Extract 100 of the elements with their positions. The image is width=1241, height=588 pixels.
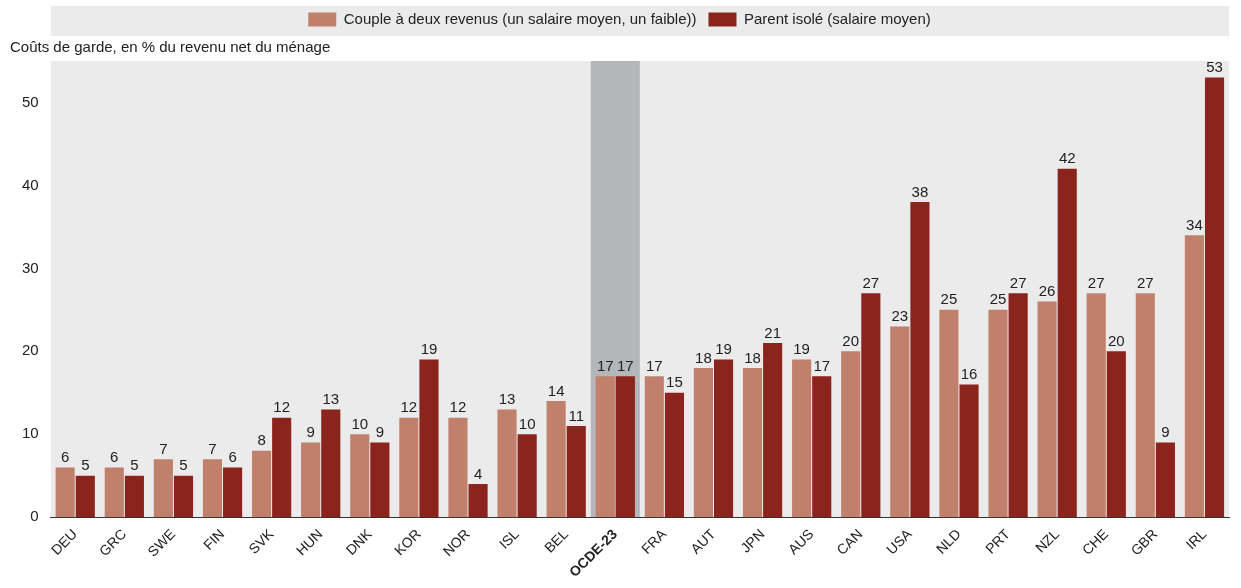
data-label: 21	[764, 323, 781, 341]
data-label: 12	[400, 398, 418, 416]
data-label: 53	[1206, 58, 1223, 76]
bar	[988, 309, 1008, 518]
data-label: 7	[159, 439, 168, 457]
y-tick-label: 30	[22, 258, 39, 276]
data-label: 15	[666, 373, 683, 391]
x-tick-label: NZL	[1031, 525, 1063, 556]
data-label: 6	[228, 448, 237, 466]
bar	[1155, 442, 1175, 518]
bar	[664, 392, 685, 518]
y-tick-label: 40	[22, 175, 39, 193]
legend-label: Parent isolé (salaire moyen)	[743, 9, 931, 27]
bar	[959, 384, 979, 518]
data-label: 9	[375, 423, 385, 441]
data-label: 19	[793, 340, 810, 358]
y-tick-label: 50	[22, 92, 39, 110]
data-label: 17	[617, 356, 634, 374]
data-label: 17	[645, 356, 663, 374]
data-label: 4	[473, 464, 483, 482]
x-tick-label: BEL	[541, 525, 572, 556]
y-tick-label: 0	[30, 507, 39, 525]
bar	[321, 409, 341, 518]
bar	[301, 442, 321, 518]
data-label: 27	[1087, 273, 1105, 291]
bar	[153, 459, 173, 518]
data-label: 8	[257, 431, 266, 449]
y-tick-label: 10	[22, 424, 39, 442]
bar	[910, 202, 930, 518]
data-label: 34	[1186, 215, 1203, 233]
bar	[595, 376, 615, 518]
bar	[644, 376, 664, 518]
bar	[497, 409, 517, 518]
bar	[202, 459, 223, 518]
bar	[399, 417, 419, 518]
bar	[742, 367, 763, 518]
bar	[861, 293, 881, 518]
legend-label: Couple à deux revenus (un salaire moyen, un faible))	[343, 9, 697, 27]
data-label: 12	[449, 398, 467, 416]
bar	[350, 434, 370, 518]
bar	[1086, 293, 1106, 518]
data-label: 5	[130, 456, 139, 474]
data-label: 19	[715, 340, 732, 358]
data-label: 23	[891, 307, 909, 325]
data-label: 7	[208, 439, 217, 457]
bar	[1037, 301, 1057, 518]
bar	[1106, 351, 1126, 518]
data-label: 5	[179, 456, 188, 474]
x-tick-label: USA	[883, 525, 916, 558]
data-label: 12	[273, 398, 291, 416]
data-label: 27	[1136, 273, 1154, 291]
data-label: 5	[81, 456, 90, 474]
bar	[124, 475, 144, 518]
x-tick-label: FIN	[200, 525, 228, 553]
bar	[517, 434, 537, 518]
data-label: 6	[110, 448, 119, 466]
data-label: 13	[498, 390, 516, 408]
bar	[713, 359, 734, 518]
bar	[615, 376, 635, 518]
data-label: 25	[989, 290, 1007, 308]
data-label: 27	[1009, 273, 1027, 291]
bar	[55, 467, 75, 518]
data-label: 10	[351, 414, 369, 432]
data-label: 42	[1058, 149, 1076, 167]
bar	[448, 417, 468, 518]
bar	[546, 401, 566, 518]
bar	[939, 309, 959, 518]
y-tick-label: 20	[22, 341, 39, 359]
bar	[1135, 293, 1155, 518]
y-axis-title: Coûts de garde, en % du revenu net du ménage	[10, 37, 331, 55]
data-label: 9	[306, 423, 315, 441]
bar	[1184, 235, 1204, 518]
data-label: 18	[744, 348, 761, 366]
data-label: 10	[518, 414, 536, 432]
data-label: 26	[1038, 282, 1056, 300]
data-label: 13	[322, 390, 340, 408]
bar	[468, 484, 488, 518]
x-tick-label: FRA	[638, 525, 670, 557]
bar	[792, 359, 812, 518]
data-label: 17	[596, 356, 614, 374]
bar	[370, 442, 390, 518]
bar	[75, 475, 95, 518]
bar	[104, 467, 124, 518]
bar	[173, 475, 194, 518]
bar	[812, 376, 832, 518]
data-label: 11	[568, 406, 585, 424]
data-label: 20	[1107, 331, 1125, 349]
data-label: 14	[547, 381, 565, 399]
bar	[419, 359, 439, 518]
data-label: 16	[960, 365, 978, 383]
data-label: 38	[911, 182, 929, 200]
bar	[693, 367, 713, 518]
bar	[223, 467, 243, 518]
x-tick-label: IRL	[1182, 525, 1210, 553]
data-label: 18	[695, 348, 712, 366]
bar	[251, 450, 272, 518]
bar	[763, 343, 783, 518]
data-label: 25	[940, 290, 958, 308]
bar	[1008, 293, 1028, 518]
bar	[272, 417, 292, 518]
